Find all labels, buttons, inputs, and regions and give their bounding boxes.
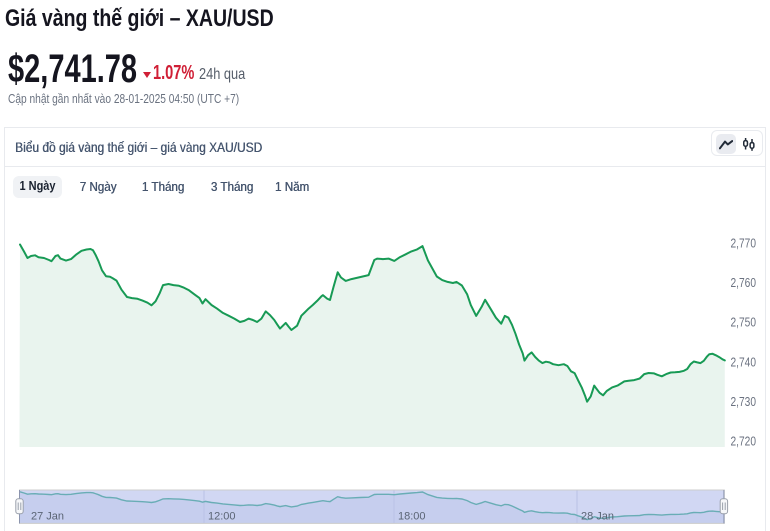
svg-text:12:00: 12:00	[208, 511, 236, 523]
svg-text:18:00: 18:00	[398, 511, 426, 523]
svg-text:2,750: 2,750	[731, 316, 757, 330]
svg-text:2,720: 2,720	[731, 435, 757, 449]
svg-text:2,740: 2,740	[731, 355, 757, 369]
svg-text:2,730: 2,730	[731, 395, 757, 409]
svg-text:2,760: 2,760	[731, 276, 757, 290]
svg-text:28 Jan: 28 Jan	[581, 511, 614, 523]
svg-text:27 Jan: 27 Jan	[31, 511, 64, 523]
svg-text:2,770: 2,770	[731, 237, 757, 251]
